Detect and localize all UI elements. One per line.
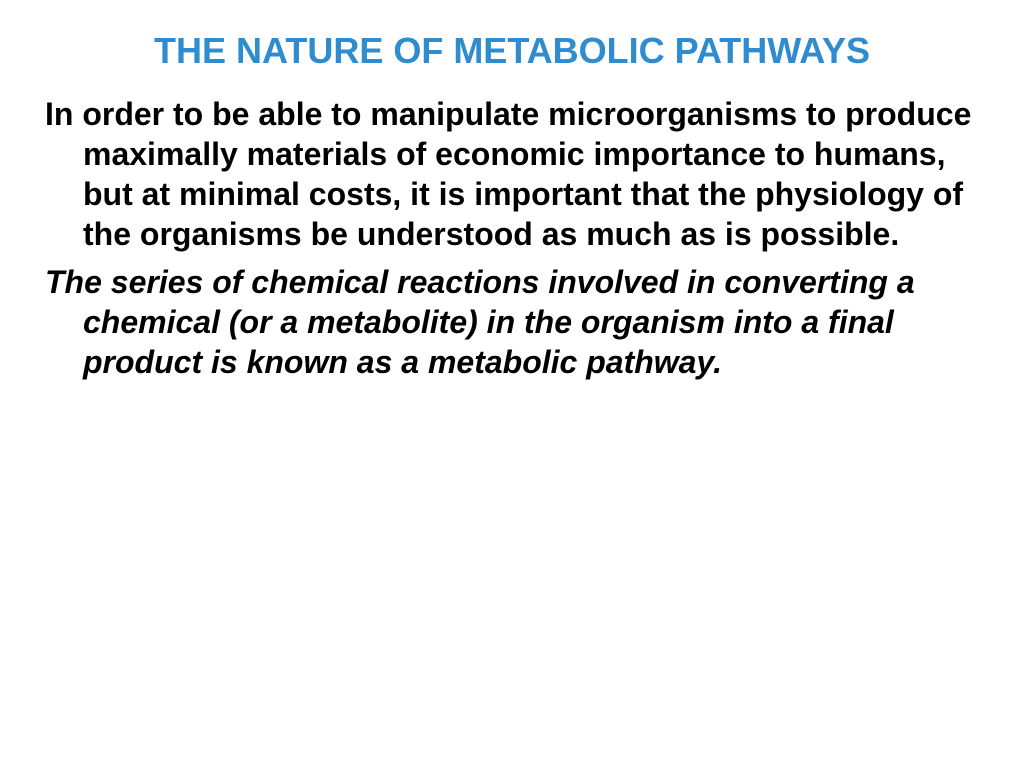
slide-title: THE NATURE OF METABOLIC PATHWAYS	[45, 30, 979, 72]
body-paragraph-1: In order to be able to manipulate microo…	[45, 94, 979, 254]
body-paragraph-2: The series of chemical reactions involve…	[45, 262, 979, 382]
